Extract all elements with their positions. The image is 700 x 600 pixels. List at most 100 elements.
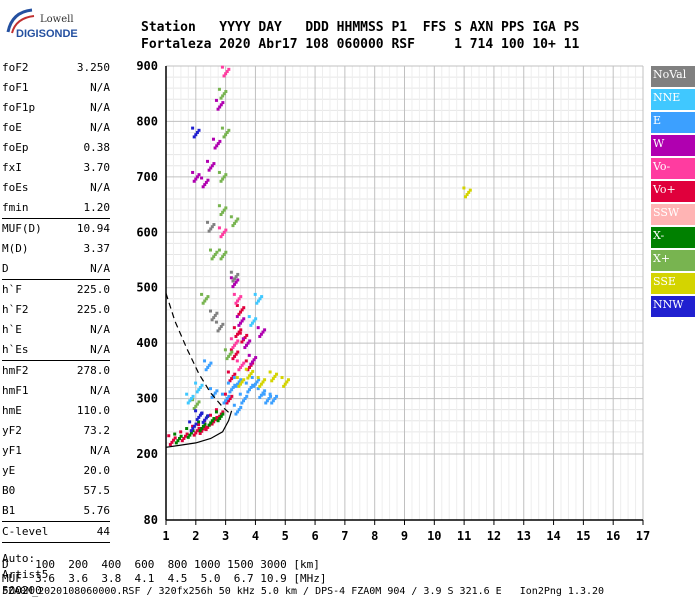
echo-point	[207, 423, 211, 427]
echo-point	[254, 356, 258, 360]
echo-point	[464, 195, 468, 199]
echo-point	[242, 378, 246, 382]
echo-point	[219, 257, 223, 261]
echo-point	[197, 427, 201, 431]
x-tick-label: 5	[282, 529, 289, 543]
echo-point	[200, 292, 204, 296]
echo-point	[234, 275, 238, 279]
echo-point	[219, 414, 223, 418]
echo-point	[198, 413, 202, 417]
echo-point	[194, 133, 198, 137]
echo-point	[223, 392, 227, 396]
echo-point	[225, 397, 229, 401]
echo-point	[233, 221, 237, 225]
echo-point	[237, 380, 241, 384]
echo-point	[215, 250, 219, 254]
echo-point	[174, 441, 178, 445]
echo-point	[221, 412, 225, 416]
echo-point	[216, 329, 220, 333]
param-value: 225.0	[76, 283, 110, 296]
echo-point	[201, 424, 205, 428]
echo-point	[230, 350, 234, 354]
legend: NoVal NNE E W Vo- Vo+ SSW X- X+ SSE NNW	[651, 66, 695, 319]
echo-point	[253, 382, 257, 386]
echo-point	[215, 389, 219, 393]
echo-point	[222, 135, 226, 139]
echo-point	[204, 428, 208, 432]
echo-point	[240, 401, 244, 405]
echo-point	[214, 320, 218, 324]
echo-point	[246, 390, 250, 394]
echo-point	[245, 333, 249, 337]
echo-point	[194, 431, 198, 435]
echo-point	[226, 381, 230, 385]
param-row: h`F2 225.0	[2, 300, 110, 320]
param-value: N/A	[90, 323, 110, 336]
x-tick-label: 11	[457, 529, 471, 543]
echo-point	[285, 380, 289, 384]
echo-point	[216, 107, 220, 111]
param-row: foEp 0.38	[2, 138, 110, 158]
echo-point	[197, 420, 201, 424]
echo-point	[250, 360, 254, 364]
muf-row: MUF 3.6 3.6 3.8 4.1 4.5 5.0 6.7 10.9 [MH…	[2, 572, 327, 585]
echo-point	[252, 384, 256, 388]
param-value: 57.5	[83, 484, 111, 497]
echo-point	[219, 96, 223, 100]
echo-point	[209, 309, 212, 313]
echo-point	[246, 368, 250, 372]
echo-point	[240, 319, 244, 323]
x-tick-label: 7	[341, 529, 348, 543]
echo-point	[200, 426, 204, 430]
echo-point	[236, 410, 240, 414]
param-label: hmF1	[2, 384, 29, 397]
param-value: 0.38	[83, 141, 111, 154]
echo-point	[173, 432, 177, 436]
echo-point	[236, 272, 240, 276]
param-row: yF1 N/A	[2, 441, 110, 461]
echo-point	[236, 332, 240, 336]
echo-point	[232, 403, 236, 407]
echo-point	[213, 313, 217, 317]
echo-point	[231, 346, 235, 350]
echo-point	[221, 410, 225, 414]
echo-point	[244, 367, 248, 371]
echo-point	[227, 394, 231, 398]
auto-program: Artist5	[2, 568, 49, 581]
echo-point	[198, 431, 202, 435]
logo-text-lowell: Lowell	[40, 14, 74, 25]
echo-point	[215, 144, 219, 148]
echo-point	[243, 346, 247, 350]
echo-point	[207, 168, 211, 172]
echo-point	[221, 101, 225, 105]
param-label: M(D)	[2, 242, 29, 255]
file-footer: FZA0M_2020108060000.RSF / 320fx256h 50 k…	[2, 586, 605, 597]
echo-point	[237, 408, 241, 412]
echo-point	[206, 178, 210, 182]
echo-point	[213, 146, 217, 150]
echo-point	[195, 429, 199, 433]
echo-point	[240, 363, 244, 367]
echo-point	[206, 159, 210, 163]
legend-item-noval: NoVal	[651, 66, 695, 87]
param-value: 10.94	[76, 222, 110, 235]
lowell-digisonde-logo: Lowell DIGISONDE	[4, 6, 78, 40]
echo-point	[186, 401, 190, 405]
echo-point	[221, 177, 225, 181]
echo-point	[215, 415, 219, 419]
echo-point	[204, 180, 208, 184]
dashed-profile-curve	[165, 293, 230, 413]
param-row: h`Es N/A	[2, 340, 110, 361]
echo-point	[188, 433, 192, 437]
echo-point	[197, 388, 201, 392]
echo-point	[224, 250, 228, 254]
echo-point	[236, 299, 240, 303]
echo-point	[198, 385, 202, 389]
y-tick-label: 200	[136, 447, 158, 461]
echo-point	[242, 361, 246, 365]
param-row: hmF2 278.0	[2, 361, 110, 381]
echo-point	[245, 394, 249, 398]
echo-point	[217, 170, 221, 174]
echo-point	[203, 299, 207, 303]
param-row: MUF(D) 10.94	[2, 219, 110, 239]
